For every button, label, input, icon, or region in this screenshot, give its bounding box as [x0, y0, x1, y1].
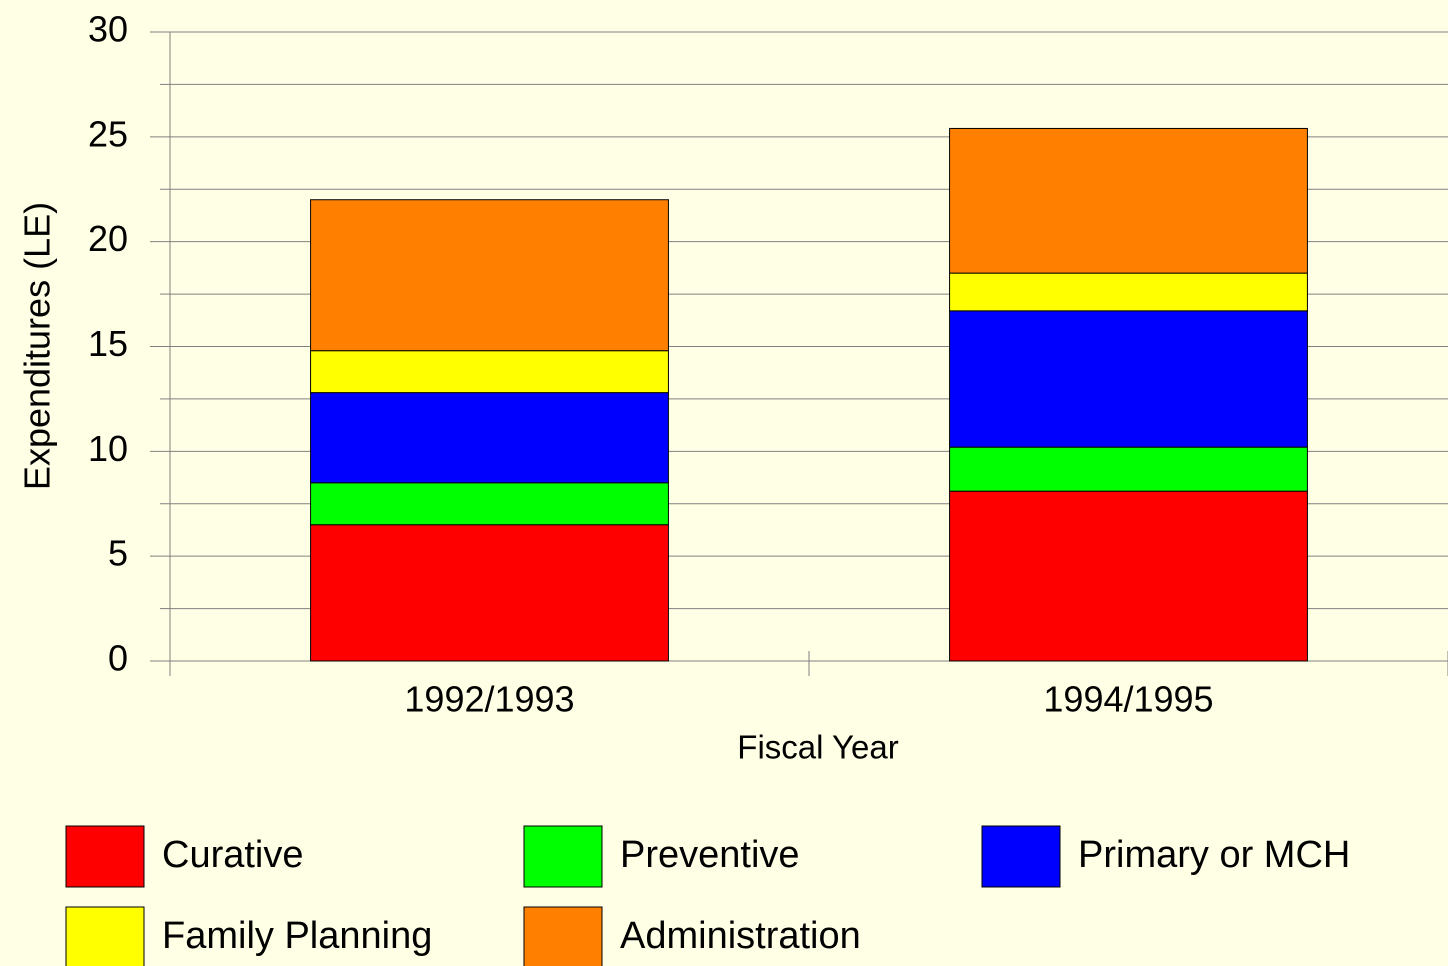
y-tick-label: 5 [108, 533, 128, 574]
y-tick-label: 20 [88, 218, 128, 259]
legend-swatch [981, 825, 1061, 888]
x-tick-label: 1994/1995 [1043, 679, 1213, 720]
legend-label: Family Planning [162, 915, 432, 957]
bar-segment [310, 482, 669, 526]
legend-label: Curative [162, 834, 304, 876]
legend-swatch [65, 825, 145, 888]
y-tick-label: 0 [108, 638, 128, 679]
legend-swatch [523, 906, 603, 966]
y-tick-label: 25 [88, 113, 128, 154]
y-tick-label: 15 [88, 323, 128, 364]
y-tick-label: 30 [88, 9, 128, 50]
y-tick-label: 10 [88, 428, 128, 469]
bar-segment [949, 272, 1308, 312]
bar-segment [310, 392, 669, 484]
x-axis-label: Fiscal Year [737, 729, 898, 766]
bar-segment [310, 199, 669, 352]
bar-segment [949, 446, 1308, 492]
legend-swatch [65, 906, 145, 966]
y-axis-label: Expenditures (LE) [17, 202, 58, 490]
x-tick-label: 1992/1993 [404, 679, 574, 720]
legend-label: Primary or MCH [1078, 834, 1350, 876]
legend-label: Administration [620, 915, 861, 957]
bar-segment [310, 524, 669, 662]
bar-segment [310, 350, 669, 394]
legend-swatch [523, 825, 603, 888]
bar-segment [949, 310, 1308, 448]
bar-segment [949, 127, 1308, 274]
legend-label: Preventive [620, 834, 800, 876]
bar-segment [949, 490, 1308, 662]
